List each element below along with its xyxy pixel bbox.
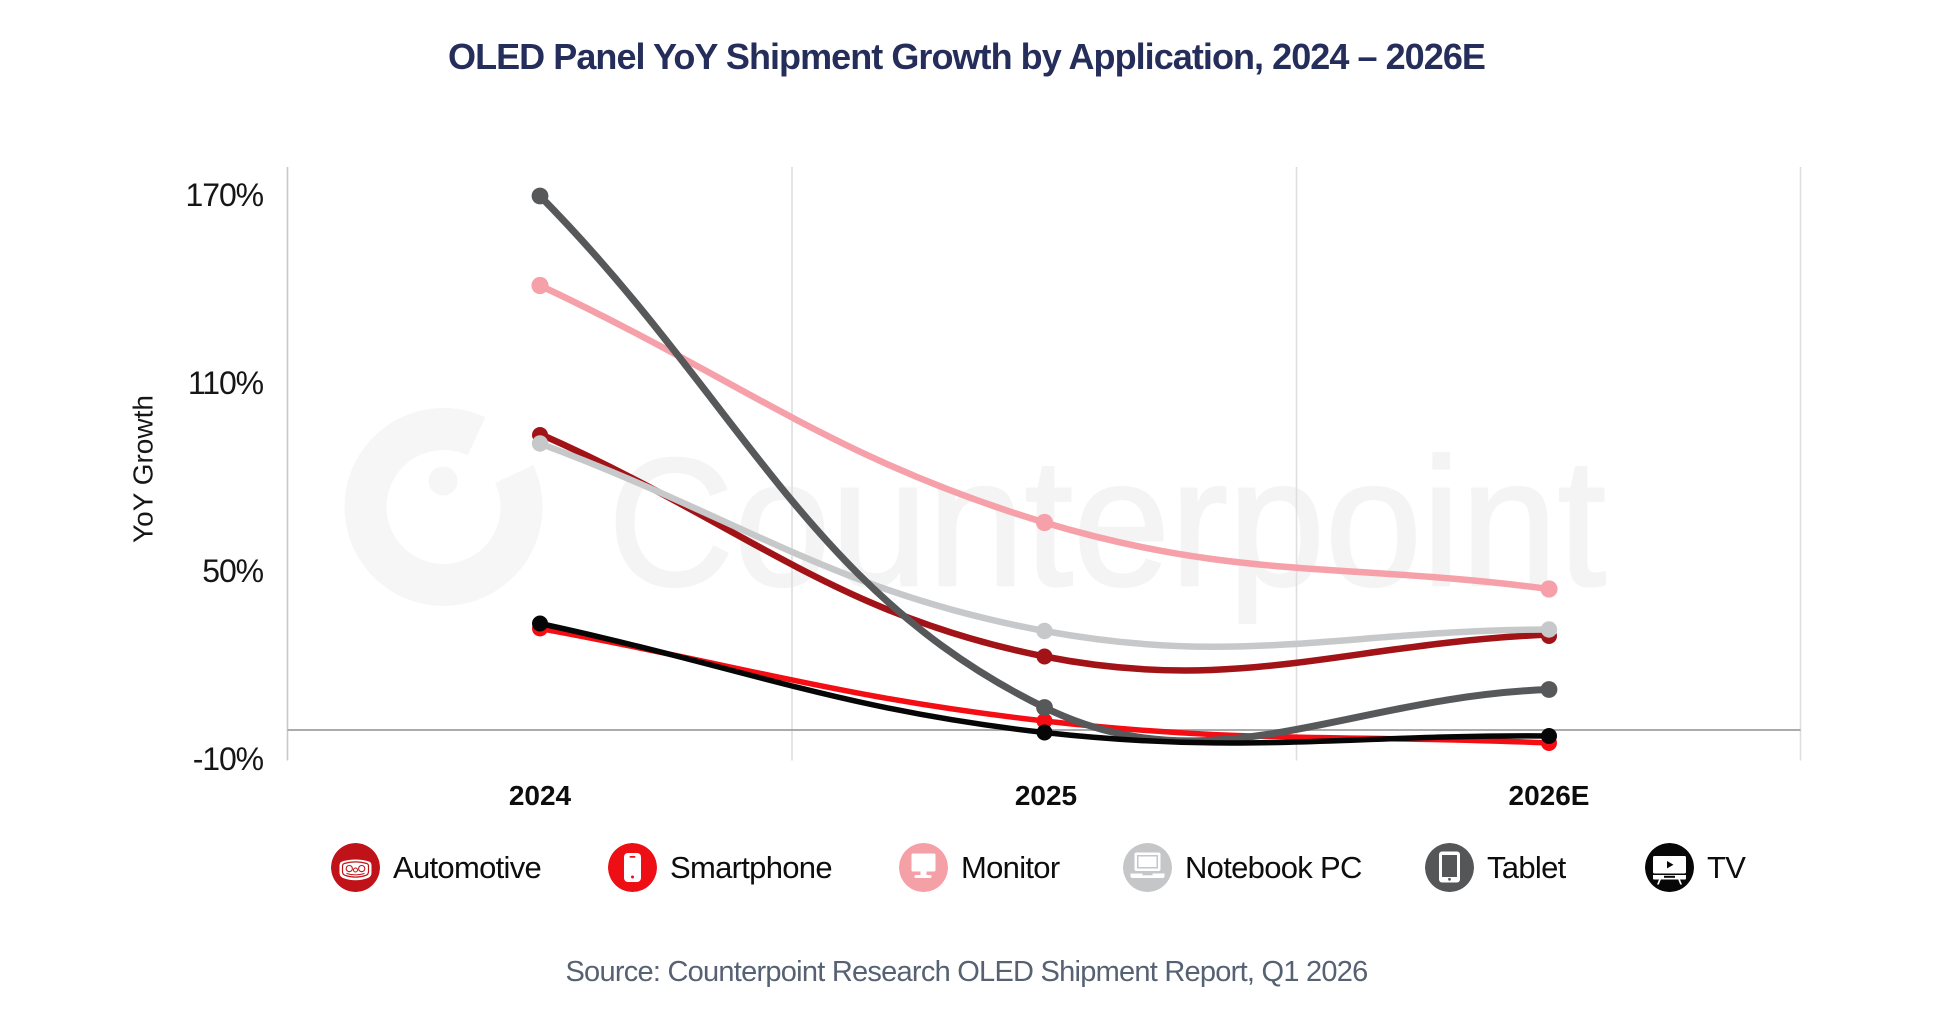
svg-text:YoY Growth: YoY Growth [128,395,159,543]
svg-text:Counterpoint: Counterpoint [608,420,1606,624]
